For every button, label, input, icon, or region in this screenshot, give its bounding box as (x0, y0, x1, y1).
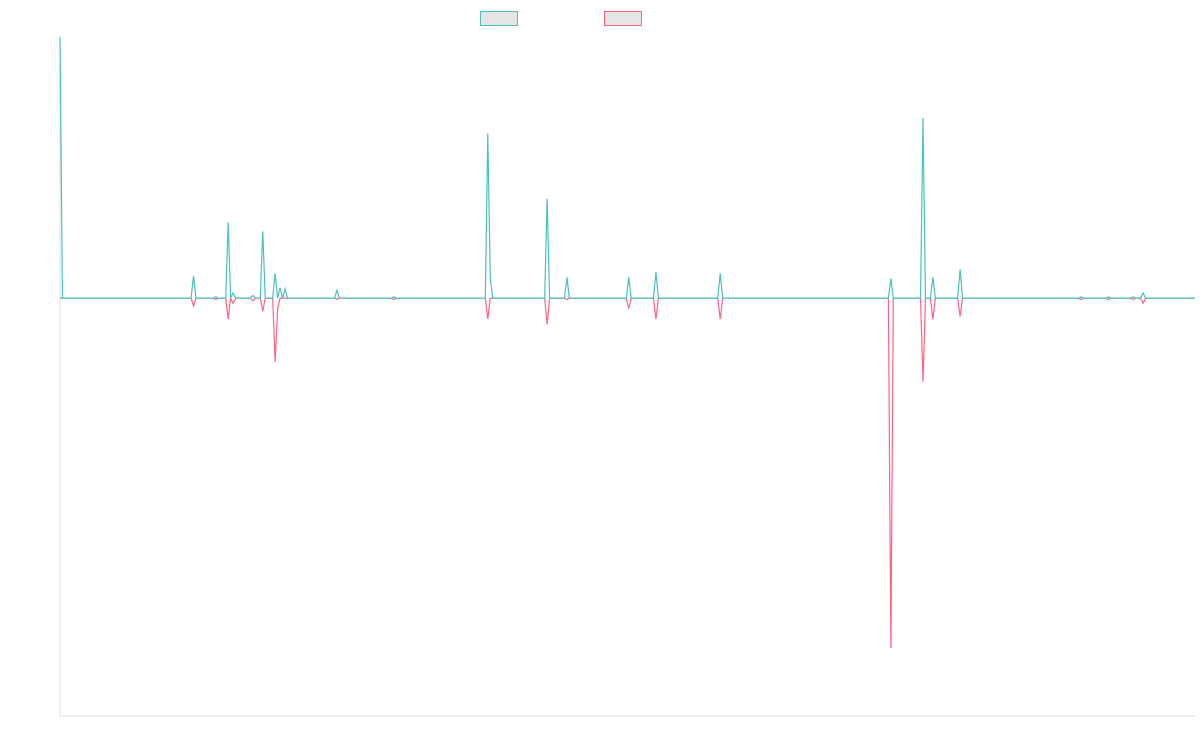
legend-item-series-1[interactable] (480, 9, 524, 27)
legend-item-series-2[interactable] (604, 9, 648, 27)
series-line-1[interactable] (59, 36, 1195, 299)
legend-swatch-series-2 (604, 10, 642, 26)
legend-swatch-series-1 (480, 10, 518, 26)
series-line-2[interactable] (60, 296, 1195, 649)
chart-legend (0, 9, 1200, 27)
